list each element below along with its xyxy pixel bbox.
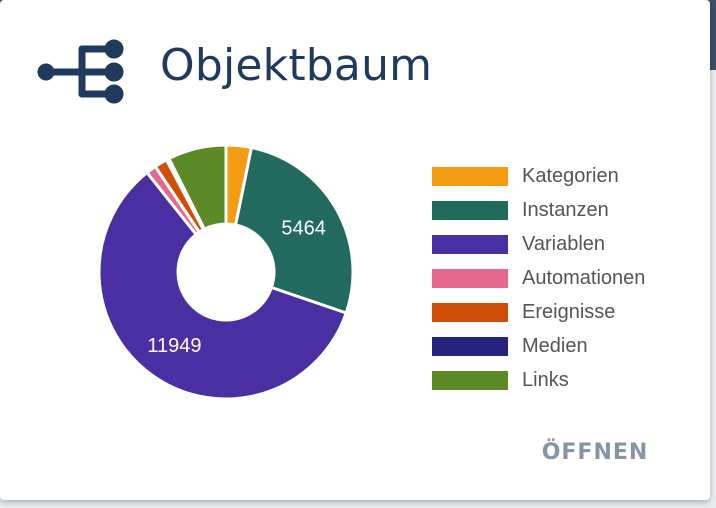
- objektbaum-card: Objektbaum 5464 11949 Kategorien Instanzen…: [0, 0, 710, 500]
- legend-label: Links: [522, 368, 569, 391]
- donut-slice-instanzen[interactable]: [233, 145, 355, 315]
- donut-chart: 5464 11949: [97, 143, 355, 401]
- legend-swatch: [432, 302, 508, 322]
- tree-structure-icon: [37, 39, 124, 104]
- card-title: Objektbaum: [160, 40, 433, 91]
- legend-swatch: [432, 268, 508, 288]
- legend-item-automationen[interactable]: Automationen: [432, 261, 645, 295]
- legend-label: Medien: [522, 334, 588, 357]
- legend-swatch: [432, 336, 508, 356]
- legend-swatch: [432, 370, 508, 390]
- legend-item-instanzen[interactable]: Instanzen: [432, 193, 645, 227]
- slice-value-label-instanzen: 5464: [281, 218, 326, 240]
- legend-item-ereignisse[interactable]: Ereignisse: [432, 295, 645, 329]
- donut-slice-links[interactable]: [166, 143, 228, 232]
- open-button[interactable]: ÖFFNEN: [530, 430, 660, 474]
- legend-label: Instanzen: [522, 198, 609, 221]
- chart-legend: Kategorien Instanzen Variablen Automationen…: [432, 159, 645, 397]
- legend-item-kategorien[interactable]: Kategorien: [432, 159, 645, 193]
- legend-swatch: [432, 200, 508, 220]
- donut-slice-variablen[interactable]: [97, 170, 349, 401]
- legend-swatch: [432, 166, 508, 186]
- legend-item-variablen[interactable]: Variablen: [432, 227, 645, 261]
- legend-item-links[interactable]: Links: [432, 363, 645, 397]
- slice-value-label-variablen: 11949: [147, 335, 201, 357]
- legend-label: Kategorien: [522, 164, 619, 187]
- legend-swatch: [432, 234, 508, 254]
- legend-label: Variablen: [522, 232, 606, 255]
- legend-item-medien[interactable]: Medien: [432, 329, 645, 363]
- legend-label: Ereignisse: [522, 300, 616, 323]
- legend-label: Automationen: [522, 266, 646, 289]
